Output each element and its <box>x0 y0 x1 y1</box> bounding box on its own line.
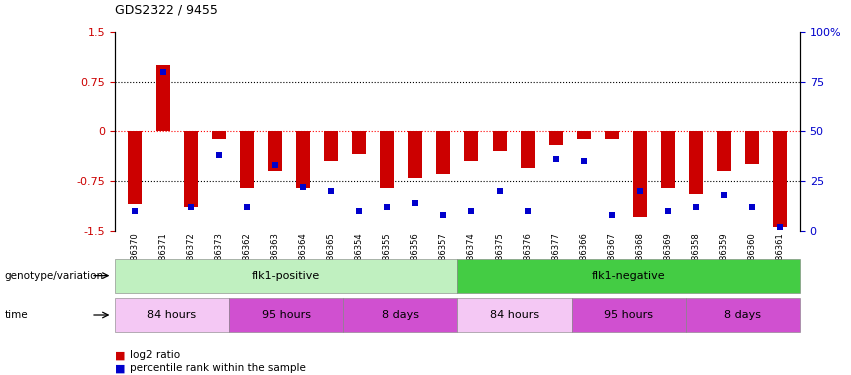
Point <box>268 162 282 168</box>
Text: 95 hours: 95 hours <box>604 310 654 320</box>
Text: flk1-negative: flk1-negative <box>591 271 665 280</box>
Text: GDS2322 / 9455: GDS2322 / 9455 <box>115 4 218 17</box>
Text: 8 days: 8 days <box>724 310 762 320</box>
Point <box>240 204 254 210</box>
Bar <box>229 298 343 332</box>
Bar <box>408 131 422 178</box>
Bar <box>437 131 450 174</box>
Bar <box>212 131 226 139</box>
Bar <box>115 298 229 332</box>
Bar <box>458 259 800 292</box>
Bar <box>633 131 647 218</box>
Point <box>717 192 731 198</box>
Point <box>380 204 394 210</box>
Point <box>296 184 310 190</box>
Point <box>408 200 422 206</box>
Text: flk1-positive: flk1-positive <box>252 271 320 280</box>
Point <box>605 212 619 218</box>
Bar <box>115 259 458 292</box>
Text: 95 hours: 95 hours <box>261 310 311 320</box>
Bar <box>493 131 506 151</box>
Text: ■: ■ <box>115 351 125 360</box>
Bar <box>549 131 563 144</box>
Bar <box>572 298 686 332</box>
Point <box>774 224 787 230</box>
Point <box>156 69 169 75</box>
Point <box>661 208 675 214</box>
Bar <box>661 131 675 188</box>
Bar <box>458 298 572 332</box>
Point <box>324 188 338 194</box>
Bar <box>184 131 197 207</box>
Point <box>577 158 591 164</box>
Bar <box>296 131 310 188</box>
Point <box>437 212 450 218</box>
Point <box>465 208 478 214</box>
Point <box>352 208 366 214</box>
Bar <box>268 131 282 171</box>
Bar <box>352 131 366 154</box>
Bar <box>324 131 338 161</box>
Bar <box>689 131 703 194</box>
Point <box>633 188 647 194</box>
Bar <box>343 298 458 332</box>
Point <box>184 204 197 210</box>
Text: time: time <box>4 310 28 320</box>
Bar <box>717 131 731 171</box>
Point <box>521 208 534 214</box>
Text: genotype/variation: genotype/variation <box>4 271 103 280</box>
Point <box>212 152 226 158</box>
Text: ■: ■ <box>115 363 125 373</box>
Bar <box>380 131 394 188</box>
Bar <box>577 131 591 139</box>
Point <box>128 208 141 214</box>
Bar <box>686 298 800 332</box>
Point <box>493 188 506 194</box>
Text: 84 hours: 84 hours <box>147 310 197 320</box>
Text: 84 hours: 84 hours <box>490 310 539 320</box>
Point <box>689 204 703 210</box>
Bar <box>774 131 787 227</box>
Bar <box>240 131 254 188</box>
Text: 8 days: 8 days <box>382 310 419 320</box>
Bar <box>521 131 534 168</box>
Bar <box>605 131 619 139</box>
Text: percentile rank within the sample: percentile rank within the sample <box>130 363 306 373</box>
Bar <box>465 131 478 161</box>
Text: log2 ratio: log2 ratio <box>130 351 180 360</box>
Bar <box>156 65 169 131</box>
Point <box>549 156 563 162</box>
Point <box>745 204 759 210</box>
Bar <box>128 131 141 204</box>
Bar <box>745 131 759 164</box>
